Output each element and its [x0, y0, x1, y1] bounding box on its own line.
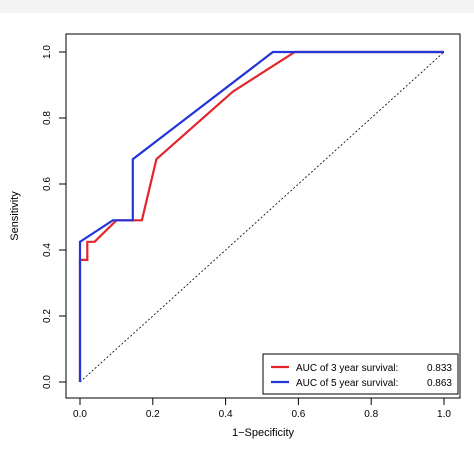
- legend: AUC of 3 year survival: 0.833 AUC of 5 yea…: [262, 353, 459, 395]
- x-axis: 0.0 0.2 0.4 0.6 0.8 1.0: [73, 397, 451, 420]
- x-tick-label: 1.0: [437, 409, 451, 420]
- legend-box: [262, 353, 459, 395]
- top-border-strip: [0, 0, 474, 13]
- reference-diagonal-line: [79, 51, 445, 383]
- legend-auc-value-1: 0.833: [427, 363, 452, 374]
- x-tick-label: 0.4: [219, 409, 233, 420]
- series-lines: [78, 50, 445, 383]
- legend-label-2: AUC of 5 year survival:: [296, 378, 398, 389]
- legend-label-1: AUC of 3 year survival:: [296, 363, 398, 374]
- y-tick-label: 1.0: [42, 45, 53, 59]
- y-tick-label: 0.6: [42, 177, 53, 191]
- plot-frame: [65, 33, 461, 399]
- y-tick-label: 0.2: [42, 309, 53, 323]
- series-line-2: [78, 50, 444, 382]
- x-axis-label: 1−Specificity: [232, 427, 295, 439]
- legend-auc-value-2: 0.863: [427, 378, 452, 389]
- y-tick-label: 0.8: [42, 111, 53, 125]
- y-axis: 0.0 0.2 0.4 0.6 0.8 1.0: [42, 45, 67, 389]
- y-tick-label: 0.0: [42, 375, 53, 389]
- x-tick-label: 0.8: [364, 409, 378, 420]
- y-tick-label: 0.4: [42, 243, 53, 257]
- y-axis-label: Sensitivity: [9, 191, 21, 241]
- x-tick-label: 0.2: [146, 409, 160, 420]
- x-tick-label: 0.0: [73, 409, 87, 420]
- x-tick-label: 0.6: [291, 409, 305, 420]
